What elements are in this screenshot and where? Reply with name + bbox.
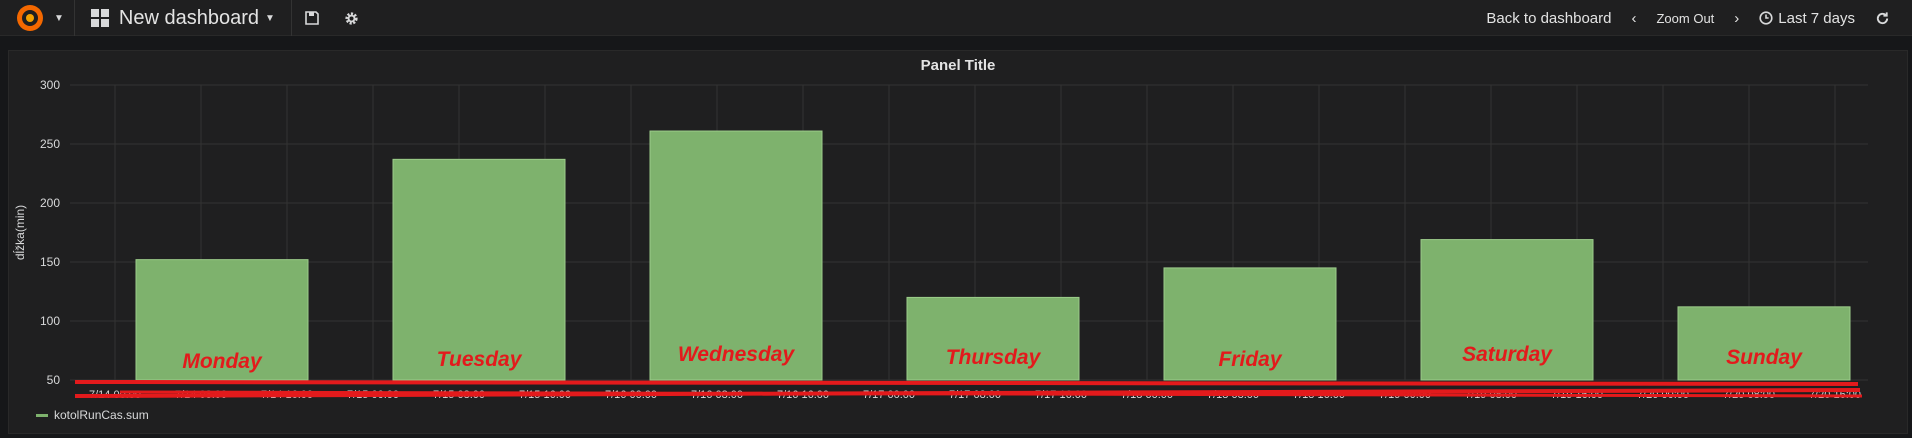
y-tick-label: 250 — [40, 137, 60, 151]
chevron-right-icon: › — [1734, 9, 1740, 27]
day-annotation: Thursday — [946, 346, 1042, 369]
y-tick-label: 100 — [40, 314, 60, 328]
grid-icon — [90, 9, 109, 27]
dashboard-title: New dashboard — [118, 6, 259, 29]
refresh-button[interactable] — [1865, 0, 1912, 36]
dashboard-picker[interactable]: New dashboard ▼ — [75, 0, 291, 36]
chevron-left-icon: ‹ — [1631, 9, 1637, 27]
back-to-dashboard-label: Back to dashboard — [1486, 9, 1612, 27]
legend-series-label[interactable]: kotolRunCas.sum — [54, 408, 149, 422]
day-annotation: Wednesday — [678, 343, 796, 366]
day-annotation: Tuesday — [437, 348, 523, 371]
time-shift-back-button[interactable]: ‹ — [1621, 0, 1646, 36]
clock-icon — [1759, 11, 1773, 25]
legend-swatch — [36, 413, 48, 417]
bar — [1420, 239, 1594, 381]
bar — [1163, 267, 1337, 381]
y-tick-label: 150 — [40, 255, 60, 269]
annotation-underline — [119, 390, 1863, 398]
bar — [649, 130, 823, 381]
time-shift-forward-button[interactable]: › — [1724, 0, 1749, 36]
logo-menu-caret-icon[interactable]: ▼ — [54, 12, 64, 24]
time-range-label: Last 7 days — [1778, 9, 1855, 27]
grafana-logo-icon[interactable] — [12, 0, 48, 36]
bar — [392, 158, 566, 381]
day-annotation: Friday — [1218, 348, 1282, 371]
top-navbar: ▼ New dashboard ▼ Back to dashboard ‹ — [0, 0, 1912, 36]
save-button[interactable] — [292, 0, 332, 36]
legend: kotolRunCas.sum — [36, 408, 149, 422]
save-icon — [305, 11, 319, 25]
gear-icon — [345, 11, 358, 25]
y-axis-label: dĺžka(min) — [12, 205, 27, 260]
panel-title[interactable]: Panel Title — [920, 57, 996, 74]
bar — [135, 259, 309, 381]
day-annotation: Saturday — [1462, 343, 1553, 366]
time-picker-button[interactable]: Last 7 days — [1749, 0, 1865, 36]
day-annotation: Monday — [182, 350, 263, 373]
y-tick-label: 300 — [40, 78, 60, 92]
y-tick-label: 50 — [47, 373, 61, 387]
refresh-icon — [1876, 11, 1889, 24]
zoom-out-button[interactable]: Zoom Out — [1646, 0, 1724, 36]
settings-button[interactable] — [332, 0, 372, 36]
zoom-out-label: Zoom Out — [1656, 10, 1715, 26]
day-annotation: Sunday — [1726, 346, 1803, 369]
annotation-underline — [74, 380, 1859, 386]
y-tick-label: 200 — [40, 196, 60, 210]
bar — [906, 296, 1080, 381]
bar — [1677, 306, 1851, 381]
chevron-down-icon: ▼ — [265, 12, 275, 24]
back-to-dashboard-button[interactable]: Back to dashboard — [1476, 0, 1621, 36]
